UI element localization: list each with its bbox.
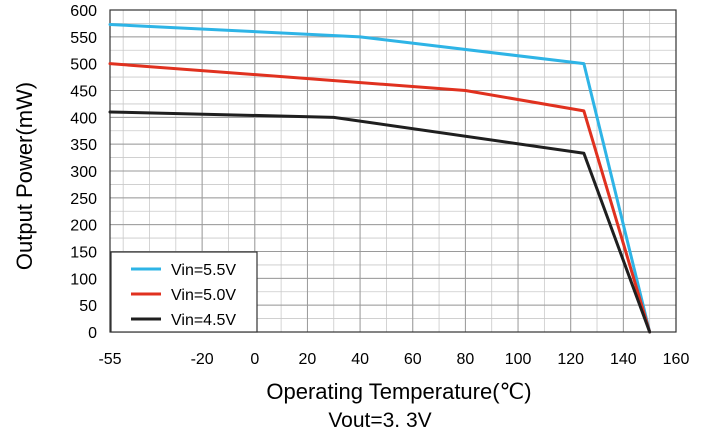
x-tick-label: 100: [505, 351, 532, 368]
x-tick-label: -20: [191, 351, 214, 368]
legend-label: Vin=5.0V: [171, 287, 236, 304]
y-tick-label: 600: [70, 3, 97, 20]
y-tick-label: 50: [79, 298, 97, 315]
y-tick-label: 0: [88, 325, 97, 342]
x-tick-label: 120: [557, 351, 584, 368]
series-layer: [108, 22, 652, 334]
chart-subtitle: Vout=3. 3V: [328, 409, 431, 432]
x-tick-label: 40: [351, 351, 369, 368]
legend-label: Vin=4.5V: [171, 312, 236, 329]
series-line: [108, 62, 652, 334]
legend-label: Vin=5.5V: [171, 262, 236, 279]
y-tick-label: 450: [70, 84, 97, 101]
x-tick-label: 60: [404, 351, 422, 368]
x-tick-labels: -55 -20 0 20 40 60 80 100 120 140 160: [98, 351, 689, 368]
y-axis-label: Output Power(mW): [12, 82, 37, 270]
x-tick-label: 20: [299, 351, 317, 368]
y-tick-label: 550: [70, 30, 97, 47]
series-line: [108, 22, 652, 334]
y-tick-labels: 0 50 100 150 200 250 300 350 400 450 500 550 600: [70, 3, 97, 342]
x-tick-label: 0: [250, 351, 259, 368]
x-axis-label: Operating Temperature(℃): [266, 379, 531, 404]
y-tick-label: 250: [70, 191, 97, 208]
x-tick-label: 160: [663, 351, 690, 368]
x-tick-label: -55: [98, 351, 121, 368]
y-tick-label: 500: [70, 57, 97, 74]
y-tick-label: 200: [70, 218, 97, 235]
y-tick-label: 300: [70, 164, 97, 181]
series-line: [108, 110, 652, 334]
y-tick-label: 100: [70, 271, 97, 288]
y-tick-label: 400: [70, 110, 97, 127]
plot-frame: [109, 9, 677, 333]
x-tick-label: 80: [456, 351, 474, 368]
legend: Vin=5.5V Vin=5.0V Vin=4.5V: [110, 251, 258, 333]
y-tick-label: 150: [70, 245, 97, 262]
x-tick-label: 140: [610, 351, 637, 368]
grid: [109, 9, 677, 333]
y-tick-label: 350: [70, 137, 97, 154]
